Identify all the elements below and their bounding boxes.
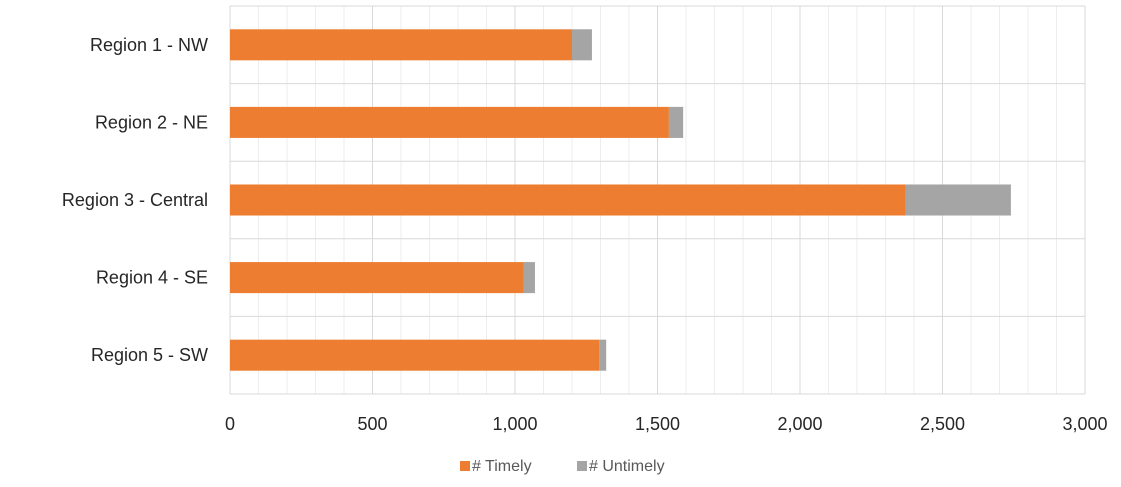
category-label: Region 3 - Central: [62, 190, 208, 210]
bar-untimely: [523, 262, 535, 294]
x-tick-labels: 0 500 1,000 1,500 2,000 2,500 3,000: [225, 414, 1108, 434]
category-label: Region 2 - NE: [95, 112, 208, 132]
x-tick-label: 1,000: [492, 414, 537, 434]
legend-label-untimely: # Untimely: [589, 458, 665, 475]
x-tick-label: 1,500: [635, 414, 680, 434]
bar-untimely: [599, 339, 607, 371]
bar-untimely: [668, 106, 684, 138]
bar-untimely: [572, 29, 592, 61]
legend-label-timely: # Timely: [472, 458, 532, 475]
category-labels: Region 1 - NW Region 2 - NE Region 3 - Cen…: [62, 35, 208, 365]
legend-swatch-timely: [460, 461, 470, 471]
x-tick-label: 2,500: [920, 414, 965, 434]
bar-untimely: [905, 184, 1011, 216]
bar-timely: [230, 339, 600, 371]
bar-timely: [230, 184, 906, 216]
category-label: Region 4 - SE: [96, 268, 208, 288]
x-tick-label: 500: [357, 414, 387, 434]
legend-swatch-untimely: [577, 461, 587, 471]
category-label: Region 1 - NW: [90, 35, 208, 55]
x-tick-label: 2,000: [777, 414, 822, 434]
x-tick-label: 0: [225, 414, 235, 434]
bars: [230, 29, 1011, 371]
legend: # Timely # Untimely: [460, 458, 665, 475]
bar-timely: [230, 262, 524, 294]
x-tick-label: 3,000: [1062, 414, 1107, 434]
bar-timely: [230, 29, 572, 61]
category-label: Region 5 - SW: [91, 345, 208, 365]
bar-timely: [230, 106, 669, 138]
